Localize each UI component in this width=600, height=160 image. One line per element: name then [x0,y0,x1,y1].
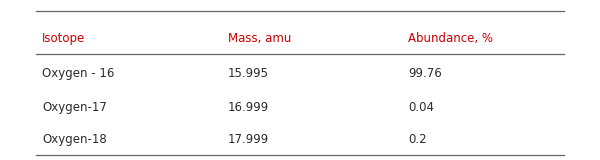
Text: 17.999: 17.999 [228,133,269,146]
Text: 0.2: 0.2 [408,133,427,146]
Text: 16.999: 16.999 [228,101,269,114]
Text: Isotope: Isotope [42,32,85,45]
Text: Mass, amu: Mass, amu [228,32,292,45]
Text: 99.76: 99.76 [408,67,442,80]
Text: 0.04: 0.04 [408,101,434,114]
Text: Abundance, %: Abundance, % [408,32,493,45]
Text: 15.995: 15.995 [228,67,269,80]
Text: Oxygen - 16: Oxygen - 16 [42,67,115,80]
Text: Oxygen-17: Oxygen-17 [42,101,107,114]
Text: Oxygen-18: Oxygen-18 [42,133,107,146]
